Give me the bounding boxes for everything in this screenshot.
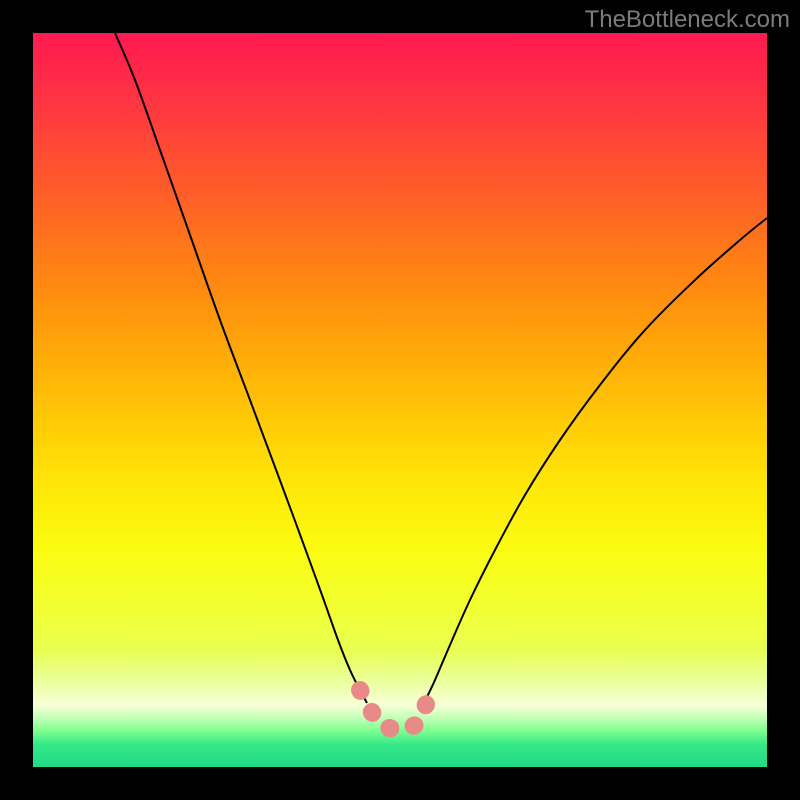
- gradient-rect: [33, 33, 767, 767]
- watermark-text: TheBottleneck.com: [585, 6, 790, 34]
- chart-svg: [0, 0, 800, 800]
